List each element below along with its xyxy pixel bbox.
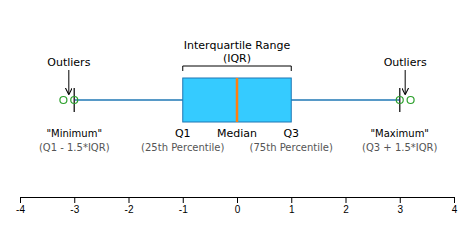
x-tick-mark xyxy=(237,197,238,203)
annotation-text: (25th Percentile) xyxy=(141,142,224,153)
annotation-text: "Minimum" xyxy=(46,128,102,139)
outlier xyxy=(71,97,78,104)
x-axis: -4 -3 -2 -1 0 1 2 3 4 xyxy=(16,197,458,215)
x-axis-line xyxy=(21,198,455,204)
annotation-text: "Maximum" xyxy=(371,128,429,139)
x-tick-label: -1 xyxy=(179,204,188,215)
x-tick-label: 4 xyxy=(452,204,458,215)
whisker-cap xyxy=(399,88,401,112)
whisker-cap xyxy=(74,88,76,112)
annotation-text: (IQR) xyxy=(223,52,251,65)
x-tick-mark xyxy=(400,197,401,203)
median xyxy=(236,78,239,122)
x-tick: -2 xyxy=(125,197,134,215)
annotation-text: Q1 xyxy=(175,127,191,140)
x-tick-label: -3 xyxy=(70,204,79,215)
iqr-bracket xyxy=(183,66,292,71)
x-tick: 1 xyxy=(289,197,295,215)
x-tick-label: -2 xyxy=(125,204,134,215)
x-tick-mark xyxy=(454,197,455,203)
annotation-text: (Q3 + 1.5*IQR) xyxy=(362,142,438,153)
outlier xyxy=(407,97,414,104)
annotation-text: (Q1 - 1.5*IQR) xyxy=(39,142,110,153)
annotation-text: (75th Percentile) xyxy=(250,142,333,153)
x-tick: 0 xyxy=(235,197,241,215)
outlier xyxy=(60,97,67,104)
outlier xyxy=(396,97,403,104)
x-tick-label: 1 xyxy=(289,204,295,215)
x-tick: 3 xyxy=(397,197,403,215)
x-tick-label: 2 xyxy=(343,204,349,215)
annotations: Interquartile Range(IQR) Q1 (25th Percenti… xyxy=(39,39,438,153)
x-tick: -1 xyxy=(179,197,188,215)
x-tick-mark xyxy=(346,197,347,203)
chart: -4 -3 -2 -1 0 1 2 3 4 Interquartile Range(IQR) Q1 (… xyxy=(0,0,474,237)
x-tick: 2 xyxy=(343,197,349,215)
x-tick-mark xyxy=(291,197,292,203)
x-tick-mark xyxy=(74,197,75,203)
x-tick-mark xyxy=(183,197,184,203)
x-tick-mark xyxy=(20,197,21,203)
annotation-text: Outliers xyxy=(384,56,427,69)
outlier-arrow xyxy=(68,70,69,94)
annotation-text: Interquartile Range xyxy=(184,39,291,52)
x-tick: 4 xyxy=(452,197,458,215)
x-tick: -3 xyxy=(70,197,79,215)
annotation-text: Q3 xyxy=(283,127,299,140)
x-tick-mark xyxy=(129,197,130,203)
x-tick: -4 xyxy=(16,197,25,215)
outlier-arrow xyxy=(405,70,406,94)
plot-area: -4 -3 -2 -1 0 1 2 3 4 Interquartile Range(IQR) Q1 (… xyxy=(16,39,458,215)
x-tick-label: -4 xyxy=(16,204,25,215)
x-tick-label: 3 xyxy=(397,204,403,215)
marks xyxy=(60,78,414,122)
x-tick-label: 0 xyxy=(235,204,241,215)
annotation-text: Median xyxy=(217,127,257,140)
annotation-text: Outliers xyxy=(47,56,90,69)
box xyxy=(183,78,292,122)
